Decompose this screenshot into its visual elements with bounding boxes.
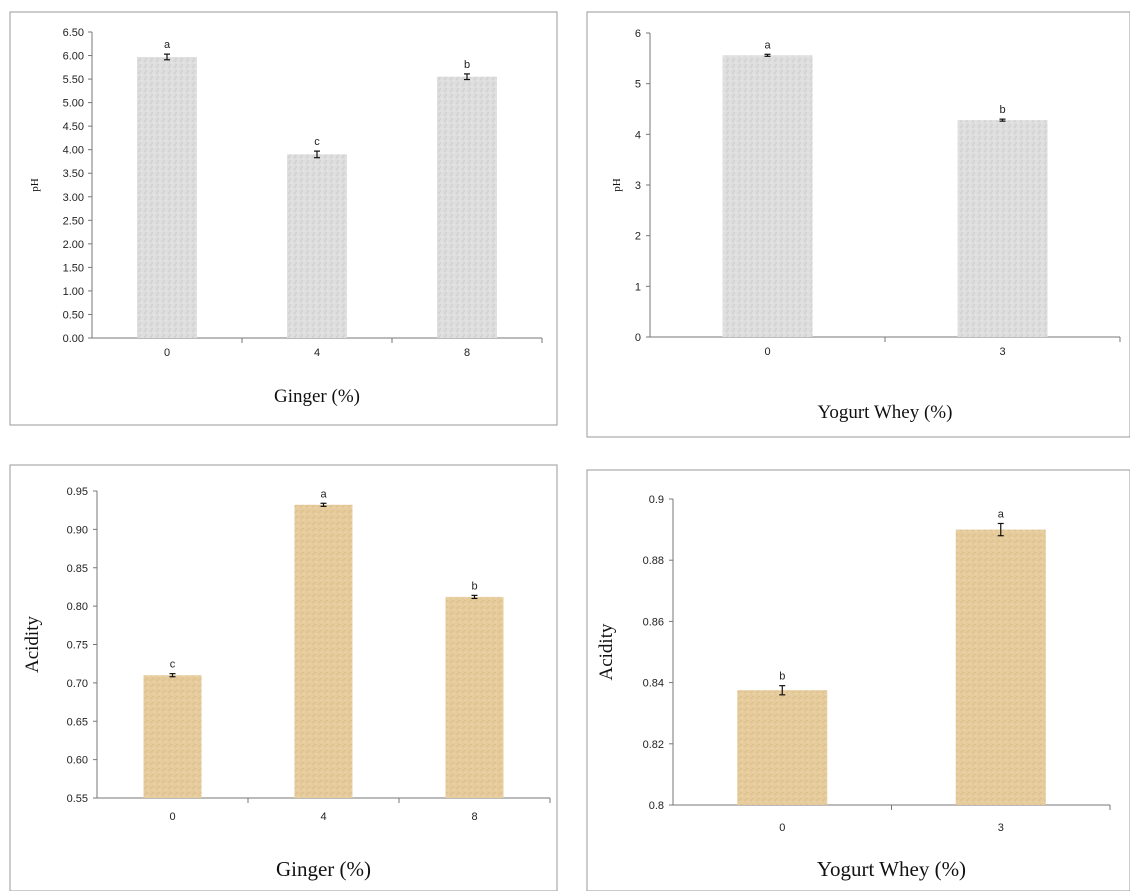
x-category-label: 4 — [320, 811, 326, 823]
y-tick-label: 1.50 — [63, 262, 84, 274]
y-tick-label: 0.75 — [67, 640, 88, 652]
y-tick-label: 0 — [635, 332, 641, 344]
y-tick-label: 0.82 — [643, 739, 664, 751]
x-category-label: 0 — [779, 822, 785, 834]
x-category-label: 8 — [464, 347, 470, 359]
bar — [287, 154, 347, 338]
bar — [143, 675, 202, 798]
significance-letter: a — [998, 508, 1005, 520]
y-tick-label: 4.50 — [63, 121, 84, 133]
x-axis-title: Ginger (%) — [276, 857, 371, 881]
bar — [445, 596, 504, 798]
significance-letter: c — [170, 659, 176, 671]
x-axis-title: Yogurt Whey (%) — [817, 857, 966, 881]
bar — [737, 690, 828, 805]
significance-letter: b — [779, 671, 785, 683]
y-tick-label: 0.9 — [649, 494, 664, 506]
y-tick-label: 5.50 — [63, 74, 84, 86]
chart-panel-1: 0.00 0.50 1.00 1.50 2.00 2.50 3.00 3.50 4.00 4.50… — [9, 11, 558, 426]
bar — [437, 76, 497, 338]
y-tick-label: 0.70 — [67, 678, 88, 690]
x-category-label: 4 — [314, 347, 320, 359]
y-axis-title: pH — [611, 178, 623, 192]
y-tick-label: 6.00 — [63, 51, 84, 63]
significance-letter: b — [464, 59, 470, 71]
y-tick-label: 2.50 — [63, 215, 84, 227]
y-tick-label: 0.85 — [67, 563, 88, 575]
y-tick-label: 1.00 — [63, 286, 84, 298]
x-axis-title: Yogurt Whey (%) — [818, 402, 953, 423]
y-axis-title: Acidity — [596, 623, 617, 680]
y-axis-title: pH — [29, 178, 41, 192]
x-category-label: 0 — [764, 346, 770, 358]
chart-panel-3: 0.55 0.60 0.65 0.70 0.75 0.80 0.85 0.90 0.95 c 0 a 4… — [9, 464, 558, 891]
significance-letter: a — [320, 488, 327, 500]
bar — [722, 55, 813, 337]
x-category-label: 8 — [471, 811, 477, 823]
chart-panel-2: 0 1 2 3 4 5 6 a 0 b 3 Yogurt Whey (%) pH — [586, 11, 1130, 438]
bar — [957, 120, 1048, 337]
bar — [955, 529, 1046, 805]
y-tick-label: 6 — [635, 28, 641, 40]
y-tick-label: 3 — [635, 180, 641, 192]
y-axis-title: Acidity — [22, 616, 43, 673]
x-category-label: 0 — [164, 347, 170, 359]
significance-letter: c — [314, 136, 320, 148]
y-tick-label: 2.00 — [63, 239, 84, 251]
y-tick-label: 4.00 — [63, 145, 84, 157]
y-tick-label: 5 — [635, 79, 641, 91]
y-tick-label: 3.00 — [63, 192, 84, 204]
chart-frame — [586, 11, 1130, 438]
y-tick-label: 0.50 — [63, 309, 84, 321]
x-category-label: 3 — [999, 346, 1005, 358]
y-tick-label: 2 — [635, 231, 641, 243]
y-tick-label: 0.88 — [643, 555, 664, 567]
significance-letter: a — [764, 39, 771, 51]
y-tick-label: 0.86 — [643, 616, 664, 628]
significance-letter: a — [164, 39, 171, 51]
y-tick-label: 0.55 — [67, 793, 88, 805]
y-tick-label: 1 — [635, 281, 641, 293]
x-category-label: 0 — [169, 811, 175, 823]
y-tick-label: 0.8 — [649, 800, 664, 812]
chart-panel-4: 0.8 0.82 0.84 0.86 0.88 0.9 b 0 a 3 Yogurt Whey (%… — [586, 469, 1130, 891]
y-tick-label: 0.80 — [67, 601, 88, 613]
x-category-label: 3 — [998, 822, 1004, 834]
significance-letter: b — [471, 580, 477, 592]
bar — [137, 56, 197, 338]
y-tick-label: 0.00 — [63, 333, 84, 345]
x-axis-title: Ginger (%) — [274, 386, 360, 407]
y-tick-label: 0.84 — [643, 678, 664, 690]
bar — [294, 504, 353, 798]
y-tick-label: 3.50 — [63, 168, 84, 180]
y-tick-label: 0.95 — [67, 486, 88, 498]
chart-frame — [586, 469, 1130, 891]
y-tick-label: 0.90 — [67, 524, 88, 536]
significance-letter: b — [999, 104, 1005, 116]
y-tick-label: 5.00 — [63, 98, 84, 110]
y-tick-label: 0.65 — [67, 716, 88, 728]
y-tick-label: 4 — [635, 129, 641, 141]
y-tick-label: 0.60 — [67, 755, 88, 767]
y-tick-label: 6.50 — [63, 27, 84, 39]
